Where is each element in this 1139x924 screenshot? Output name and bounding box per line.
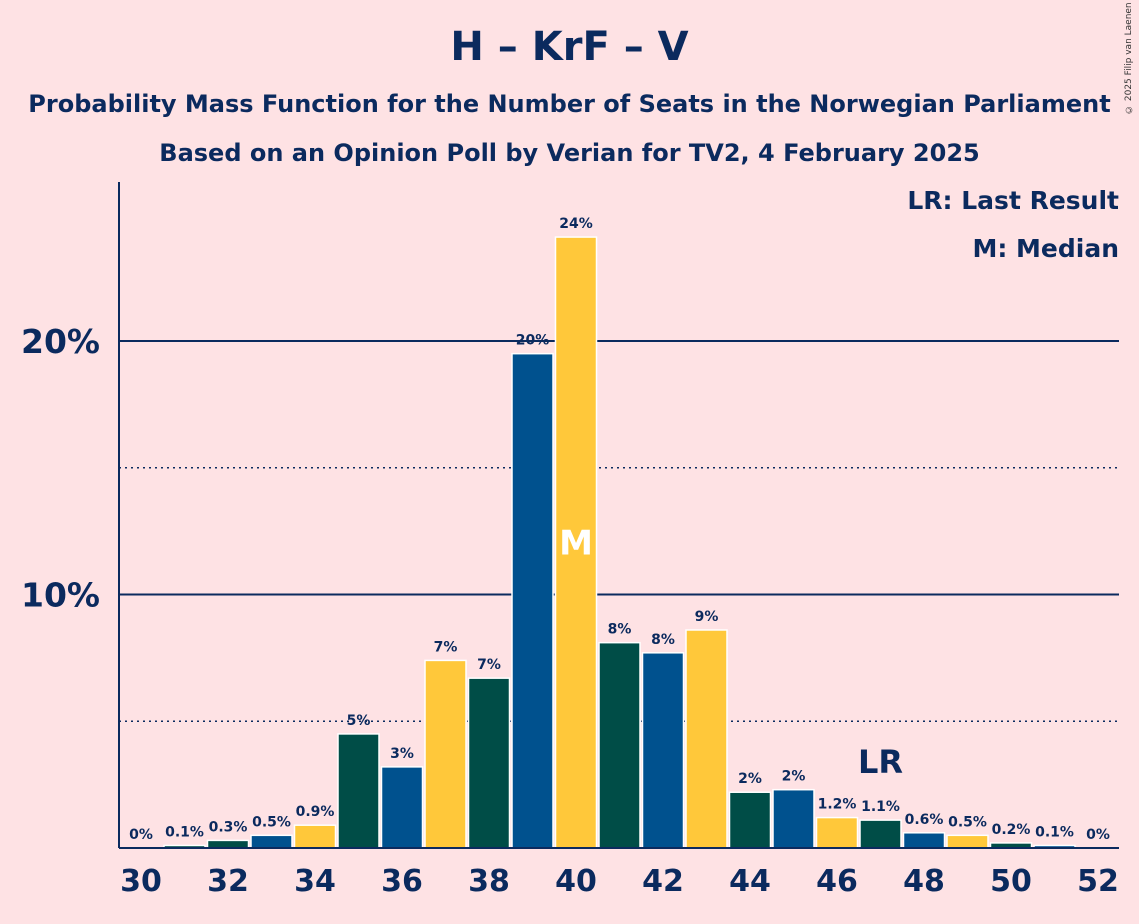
x-tick-label: 38 <box>468 864 510 899</box>
value-label-seat-36: 3% <box>390 746 414 762</box>
value-label-seat-48: 0.6% <box>905 812 944 828</box>
value-label-seat-52: 0% <box>1086 827 1110 843</box>
legend-median: M: Median <box>972 234 1119 263</box>
bar-seat-35 <box>337 733 380 849</box>
x-tick-label: 46 <box>816 864 858 899</box>
chart-subtitle: Probability Mass Function for the Number… <box>28 90 1111 118</box>
value-label-seat-38: 7% <box>477 657 501 673</box>
value-label-seat-46: 1.2% <box>818 797 857 813</box>
x-tick-label: 40 <box>555 864 597 899</box>
chart-source-line: Based on an Opinion Poll by Verian for T… <box>159 139 980 167</box>
chart-title: H – KrF – V <box>450 24 689 70</box>
legend-last-result: LR: Last Result <box>907 186 1119 215</box>
bar-seat-32 <box>206 839 250 849</box>
value-label-seat-50: 0.2% <box>992 822 1031 838</box>
bar-seat-42 <box>641 652 685 849</box>
value-label-seat-42: 8% <box>651 632 675 648</box>
bar-seat-37 <box>424 659 467 849</box>
value-label-seat-45: 2% <box>782 769 806 785</box>
bar-seat-34 <box>293 824 337 849</box>
bar-seat-47 <box>859 819 902 849</box>
x-tick-label: 32 <box>207 864 249 899</box>
bar-seat-43 <box>685 629 728 849</box>
x-tick-label: 48 <box>903 864 945 899</box>
value-label-seat-30: 0% <box>129 827 153 843</box>
bar-seat-48 <box>902 832 946 849</box>
value-label-seat-47: 1.1% <box>861 799 900 815</box>
median-marker: M <box>559 524 593 564</box>
bar-seat-36 <box>380 766 424 849</box>
value-label-seat-33: 0.5% <box>252 814 291 830</box>
bar-seat-41 <box>598 641 641 849</box>
x-tick-label: 36 <box>381 864 423 899</box>
bar-seat-44 <box>728 791 772 849</box>
bar-seat-38 <box>467 677 511 849</box>
bar-seat-45 <box>772 788 815 849</box>
x-tick-label: 34 <box>294 864 336 899</box>
bar-seat-49 <box>946 834 989 849</box>
value-label-seat-43: 9% <box>695 609 719 625</box>
x-tick-label: 50 <box>990 864 1032 899</box>
x-tick-label: 42 <box>642 864 684 899</box>
bar-seat-46 <box>815 816 859 849</box>
x-tick-label: 30 <box>120 864 162 899</box>
y-tick-label: 20% <box>21 322 100 361</box>
y-tick-label: 10% <box>21 576 100 615</box>
value-label-seat-49: 0.5% <box>948 814 987 830</box>
axes: 10% 20% 30 32 34 36 38 40 42 44 46 48 50 52 <box>21 182 1119 899</box>
value-label-seat-44: 2% <box>738 771 762 787</box>
value-label-seat-51: 0.1% <box>1035 824 1074 840</box>
bar-seat-39 <box>511 352 554 849</box>
x-tick-label: 44 <box>729 864 771 899</box>
value-label-seat-37: 7% <box>434 639 458 655</box>
value-label-seat-35: 5% <box>347 713 371 729</box>
last-result-marker: LR <box>858 743 903 781</box>
bars <box>163 236 1076 849</box>
value-label-seat-40: 24% <box>559 216 593 232</box>
value-label-seat-32: 0.3% <box>209 819 248 835</box>
value-label-seat-34: 0.9% <box>296 804 335 820</box>
bar-seat-33 <box>250 834 293 849</box>
value-label-seat-41: 8% <box>608 622 632 638</box>
value-label-seat-39: 20% <box>516 333 550 349</box>
data-labels: 0% 0.1% 0.3% 0.5%0.9%5%3%7%7%20%24%8%8%9%2%… <box>129 216 1110 843</box>
value-label-seat-31: 0.1% <box>165 824 204 840</box>
x-tick-label: 52 <box>1077 864 1119 899</box>
